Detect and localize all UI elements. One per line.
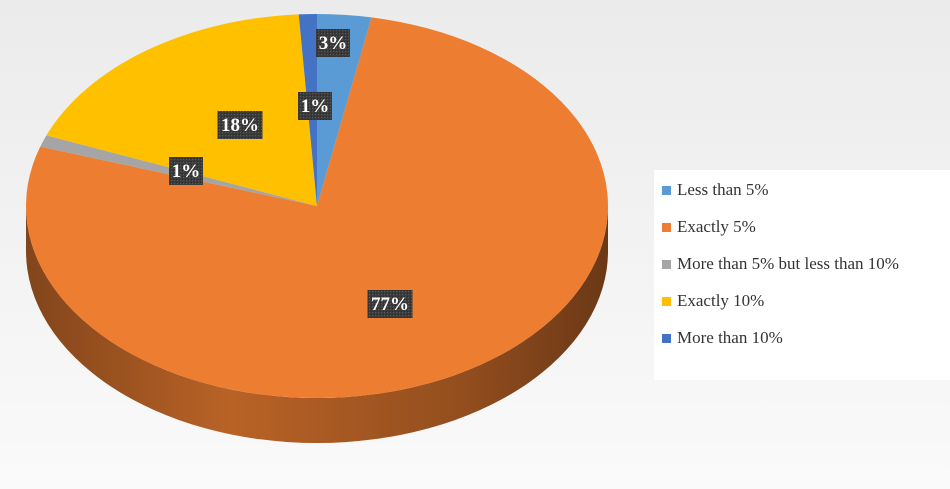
- data-label-4: 1%: [298, 92, 332, 120]
- legend-swatch: [662, 185, 671, 195]
- data-label-2: 1%: [169, 157, 203, 185]
- legend-label: Exactly 10%: [677, 291, 765, 310]
- pie-slice-1: [26, 17, 608, 398]
- legend-item: More than 10%: [662, 328, 783, 348]
- legend-label: More than 10%: [677, 328, 783, 347]
- legend-item: Exactly 5%: [662, 217, 756, 237]
- pie-slice-3: [46, 14, 317, 206]
- data-label-3: 18%: [217, 111, 263, 139]
- legend-swatch: [662, 333, 671, 343]
- legend-swatch: [662, 222, 671, 232]
- legend-label: Less than 5%: [677, 180, 769, 199]
- data-label-box: [367, 290, 413, 318]
- legend: Less than 5% Exactly 5% More than 5% but l…: [654, 170, 950, 380]
- data-label-text: 3%: [319, 33, 348, 54]
- data-label-box: [169, 157, 203, 185]
- data-label-0: 3%: [316, 29, 350, 57]
- legend-item: Exactly 10%: [662, 291, 764, 311]
- legend-item: Less than 5%: [662, 180, 769, 200]
- pie-side-1: [26, 206, 608, 443]
- legend-label: Exactly 5%: [677, 217, 756, 236]
- data-label-text: 1%: [301, 96, 330, 117]
- pie-slice-0: [317, 14, 372, 206]
- legend-swatch: [662, 296, 671, 306]
- data-label-text: 1%: [172, 161, 201, 182]
- data-label-box: [316, 29, 350, 57]
- data-label-text: 77%: [371, 294, 409, 315]
- data-label-1: 77%: [367, 290, 413, 318]
- legend-label: More than 5% but less than 10%: [677, 254, 899, 273]
- legend-swatch: [662, 259, 671, 269]
- data-label-box: [298, 92, 332, 120]
- data-label-box: [217, 111, 263, 139]
- data-label-text: 18%: [221, 115, 259, 136]
- legend-item: More than 5% but less than 10%: [662, 254, 899, 274]
